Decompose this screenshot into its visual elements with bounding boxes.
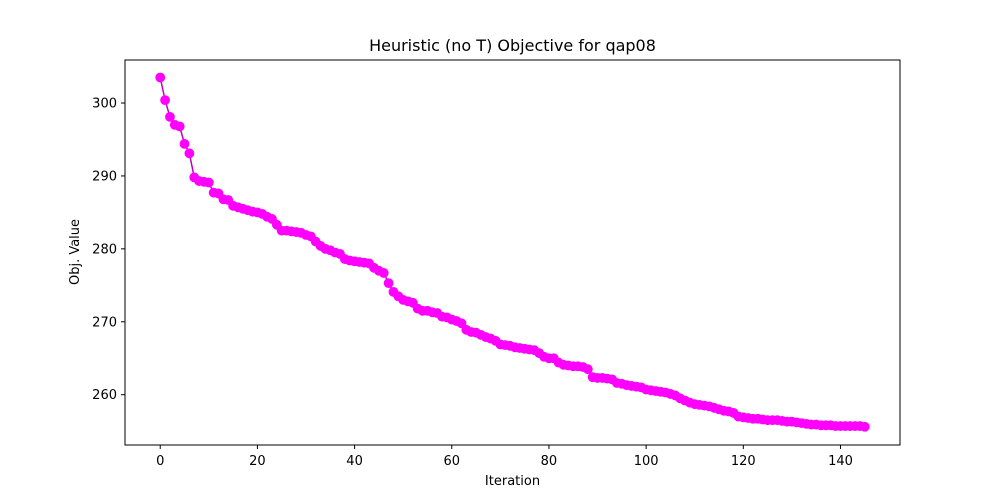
data-point bbox=[203, 177, 214, 188]
y-tick-label: 290 bbox=[92, 169, 117, 184]
y-axis-ticks: 260 270 280 290 300 bbox=[92, 97, 125, 403]
x-axis-label: Iteration bbox=[485, 474, 540, 489]
data-point bbox=[179, 138, 190, 149]
x-tick-label: 20 bbox=[249, 454, 266, 469]
x-tick-label: 60 bbox=[443, 454, 460, 469]
data-point bbox=[160, 95, 170, 106]
y-tick-label: 280 bbox=[92, 242, 117, 257]
x-axis-ticks: 0 20 40 60 80 100 120 140 bbox=[156, 445, 853, 469]
plot-frame bbox=[124, 59, 901, 446]
x-tick-label: 140 bbox=[828, 454, 853, 469]
data-point bbox=[456, 318, 467, 329]
data-point bbox=[582, 364, 593, 375]
plot-area bbox=[124, 59, 901, 446]
x-tick-label: 0 bbox=[156, 454, 164, 469]
y-axis-label: Obj. Value bbox=[68, 219, 83, 285]
x-tick-label: 100 bbox=[634, 454, 659, 469]
data-point bbox=[165, 111, 175, 122]
x-tick-label: 120 bbox=[731, 454, 756, 469]
data-point bbox=[184, 148, 195, 159]
y-tick-label: 270 bbox=[92, 315, 117, 330]
data-point bbox=[859, 421, 870, 432]
data-point bbox=[174, 121, 185, 132]
y-tick-label: 260 bbox=[92, 388, 117, 403]
data-point bbox=[378, 268, 389, 278]
x-tick-label: 40 bbox=[346, 454, 363, 469]
data-point bbox=[155, 72, 166, 83]
x-tick-label: 80 bbox=[541, 454, 558, 469]
data-point bbox=[383, 278, 394, 289]
chart-title: Heuristic (no T) Objective for qap08 bbox=[369, 36, 656, 55]
y-tick-label: 300 bbox=[92, 97, 117, 112]
